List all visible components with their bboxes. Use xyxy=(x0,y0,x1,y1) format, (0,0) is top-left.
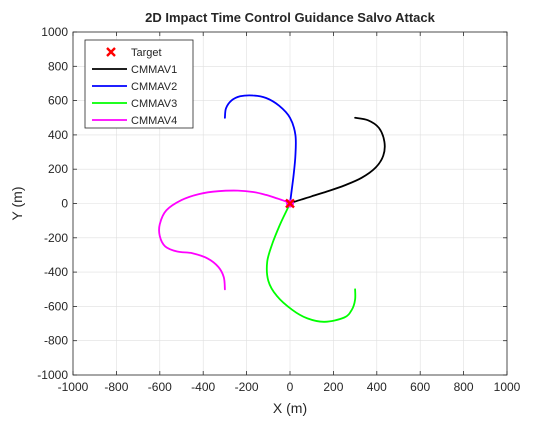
x-tick-label: -400 xyxy=(191,380,215,394)
x-tick-label: -200 xyxy=(235,380,259,394)
y-tick-label: -600 xyxy=(44,299,68,313)
x-tick-label: 800 xyxy=(454,380,474,394)
legend-label-target: Target xyxy=(131,47,162,59)
x-tick-label: 1000 xyxy=(494,380,521,394)
x-tick-label: -1000 xyxy=(58,380,89,394)
x-tick-label: 600 xyxy=(410,380,430,394)
series-line-cmmav1 xyxy=(289,116,386,205)
series-line-cmmav2 xyxy=(224,94,297,205)
y-tick-label: -200 xyxy=(44,231,68,245)
plot-frame xyxy=(72,31,508,376)
grid xyxy=(72,31,508,376)
y-tick-label: 400 xyxy=(48,128,68,142)
y-tick-labels: -1000 -800 -600 -400 -200 0 200 400 600 800 1000 xyxy=(37,25,68,382)
target-layer xyxy=(285,198,295,209)
legend-target-marker xyxy=(106,47,116,57)
x-axis-label: X (m) xyxy=(273,400,307,416)
legend-label-cmmav3: CMMAV3 xyxy=(131,98,177,110)
legend: Target CMMAV1 CMMAV2 CMMAV3 CMMAV4 xyxy=(84,39,194,129)
chart-title: 2D Impact Time Control Guidance Salvo At… xyxy=(145,10,435,25)
y-tick-label: 800 xyxy=(48,59,68,73)
y-tick-label: -800 xyxy=(44,334,68,348)
x-tick-label: 0 xyxy=(287,380,294,394)
y-tick-label: 1000 xyxy=(41,25,68,39)
x-tick-labels: -1000 -800 -600 -400 -200 0 200 400 600 800 1000 xyxy=(58,380,521,394)
y-tick-label: 200 xyxy=(48,162,68,176)
x-tick-label: 200 xyxy=(323,380,343,394)
target-marker xyxy=(285,198,295,209)
y-axis-label: Y (m) xyxy=(9,187,25,221)
y-tick-label: 0 xyxy=(61,197,68,211)
legend-label-cmmav2: CMMAV2 xyxy=(131,81,177,93)
legend-label-cmmav1: CMMAV1 xyxy=(131,64,177,76)
y-tick-label: 600 xyxy=(48,94,68,108)
x-tick-label: 400 xyxy=(367,380,387,394)
series-line-cmmav3 xyxy=(265,202,357,323)
y-tick-label: -1000 xyxy=(37,368,68,382)
legend-box xyxy=(84,39,194,129)
series-layer xyxy=(158,94,386,323)
legend-label-cmmav4: CMMAV4 xyxy=(131,115,177,127)
x-tick-label: -800 xyxy=(104,380,128,394)
x-tick-label: -600 xyxy=(148,380,172,394)
series-line-cmmav4 xyxy=(158,189,291,291)
y-tick-label: -400 xyxy=(44,265,68,279)
